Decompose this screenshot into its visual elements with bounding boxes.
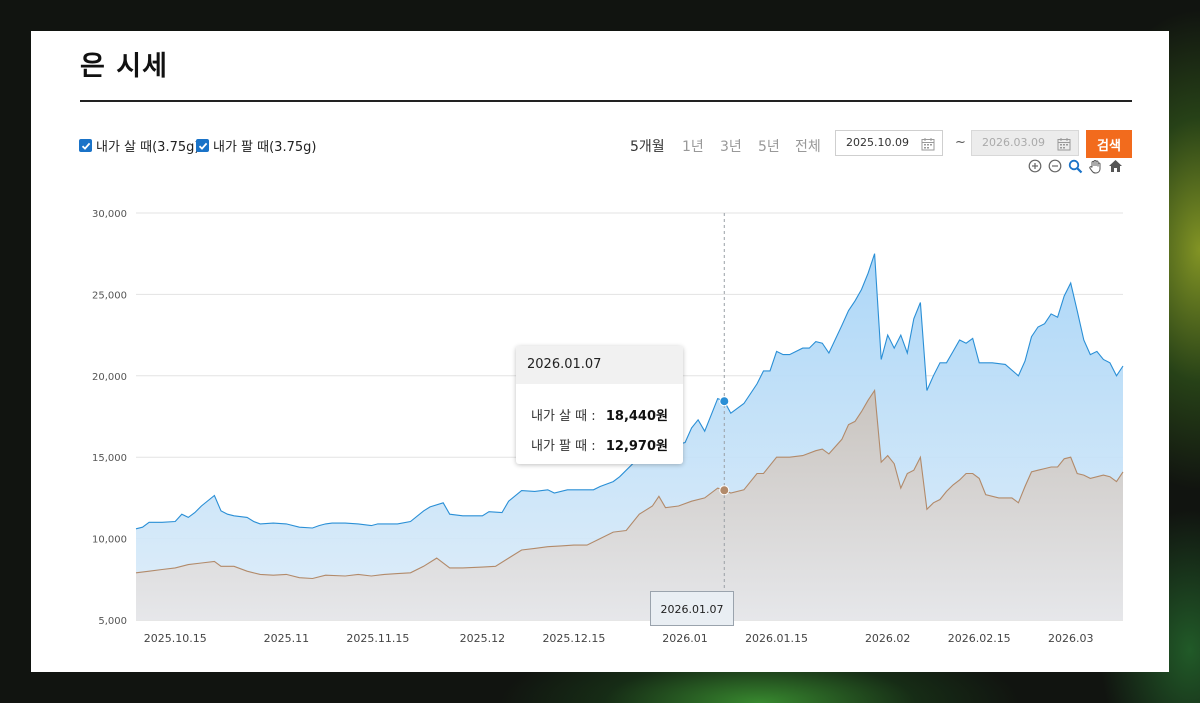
- sell-series-label: 내가 팔 때(3.75g): [213, 140, 317, 155]
- zoom-select-icon[interactable]: [1067, 158, 1083, 174]
- x-tick-label: 2026.01.15: [745, 632, 808, 645]
- start-date-value: 2025.10.09: [846, 136, 909, 149]
- y-tick-label: 30,000: [92, 209, 127, 220]
- tooltip-sell-label: 내가 팔 때 :: [531, 439, 596, 454]
- x-tick-label: 2026.02.15: [948, 632, 1011, 645]
- end-date-value: 2026.03.09: [982, 136, 1045, 149]
- x-tick-label: 2025.11.15: [346, 632, 409, 645]
- y-tick-label: 10,000: [92, 535, 127, 546]
- sell-series-area: [136, 390, 1123, 620]
- tooltip-sell-value: 12,970원: [605, 439, 668, 454]
- buy-hover-point: [719, 396, 730, 407]
- date-range-separator: ~: [955, 135, 966, 150]
- period-5-years[interactable]: 5년: [758, 139, 780, 155]
- period-1-year[interactable]: 1년: [682, 139, 704, 155]
- calendar-icon[interactable]: [921, 136, 935, 160]
- start-date-input[interactable]: 2025.10.09: [835, 130, 943, 156]
- x-tick-label: 2025.12.15: [542, 632, 605, 645]
- buy-series-checkbox[interactable]: 내가 살 때(3.75g): [79, 136, 199, 155]
- home-icon[interactable]: [1107, 158, 1123, 174]
- search-button[interactable]: 검색: [1086, 130, 1132, 158]
- checkbox-checked-icon: [196, 139, 209, 152]
- zoom-in-icon[interactable]: [1027, 158, 1043, 174]
- x-tick-label: 2025.12: [460, 632, 506, 645]
- y-tick-label: 15,000: [92, 453, 127, 464]
- period-3-years[interactable]: 3년: [720, 139, 742, 155]
- chart-tooltip: 2026.01.07 내가 살 때 : 18,440원 내가 팔 때 : 12,…: [516, 346, 683, 464]
- x-tick-label: 2026.03: [1048, 632, 1094, 645]
- buy-series-label: 내가 살 때(3.75g): [96, 140, 200, 155]
- sell-series-line: [135, 388, 1124, 580]
- chart-toolbar: [1027, 158, 1123, 174]
- pan-hand-icon[interactable]: [1087, 158, 1103, 174]
- y-tick-label: 25,000: [92, 290, 127, 301]
- x-tick-label: 2026.01: [662, 632, 708, 645]
- tooltip-buy-value: 18,440원: [605, 409, 668, 424]
- x-tick-label: 2025.10.15: [144, 632, 207, 645]
- y-tick-label: 20,000: [92, 372, 127, 383]
- page-title: 은 시세: [80, 51, 168, 82]
- calendar-icon[interactable]: [1057, 136, 1071, 160]
- crosshair-date-label: 2026.01.07: [650, 591, 734, 626]
- tooltip-buy-label: 내가 살 때 :: [531, 409, 596, 424]
- end-date-input[interactable]: 2026.03.09: [971, 130, 1079, 156]
- x-tick-label: 2025.11: [264, 632, 310, 645]
- sell-hover-point: [719, 485, 730, 496]
- zoom-out-icon[interactable]: [1047, 158, 1063, 174]
- period-all[interactable]: 전체: [795, 139, 821, 155]
- buy-series-line: [135, 253, 1124, 530]
- period-5-months[interactable]: 5개월: [630, 139, 665, 155]
- sell-series-checkbox[interactable]: 내가 팔 때(3.75g): [196, 136, 316, 155]
- tooltip-date: 2026.01.07: [516, 346, 683, 384]
- checkbox-checked-icon: [79, 139, 92, 152]
- y-tick-label: 5,000: [98, 616, 127, 627]
- x-tick-label: 2026.02: [865, 632, 911, 645]
- title-divider: [80, 100, 1132, 102]
